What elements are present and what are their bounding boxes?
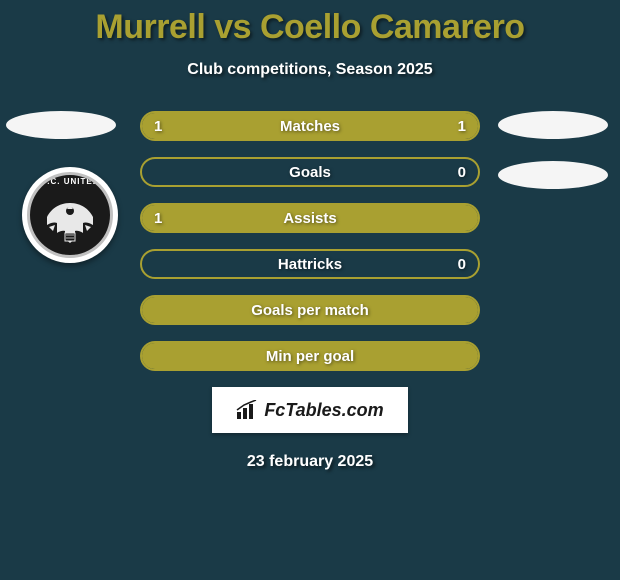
player-left-placeholder — [6, 111, 116, 139]
stat-label: Hattricks — [278, 256, 342, 273]
badge-inner-circle: D.C. UNITED — [27, 172, 113, 258]
stats-list: 1 Matches 1 Goals 0 1 Assists Hattricks 0 Goals p… — [140, 111, 480, 371]
page-title: Murrell vs Coello Camarero — [0, 0, 620, 47]
content-area: D.C. UNITED 1 Matches 1 Goals 0 1 Assists Hattr… — [0, 111, 620, 371]
stat-value-right: 1 — [458, 118, 466, 135]
subtitle: Club competitions, Season 2025 — [0, 61, 620, 79]
badge-outer-circle: D.C. UNITED — [22, 167, 118, 263]
stat-label: Matches — [280, 118, 340, 135]
source-logo: FcTables.com — [212, 387, 408, 433]
stat-label: Assists — [283, 210, 336, 227]
stat-row: Goals per match — [140, 295, 480, 325]
eagle-icon — [39, 195, 101, 247]
stat-row: 1 Assists — [140, 203, 480, 233]
logo-text: FcTables.com — [264, 400, 383, 421]
stat-label: Goals — [289, 164, 331, 181]
player-right-placeholder-1 — [498, 111, 608, 139]
date-label: 23 february 2025 — [0, 453, 620, 471]
stat-row: Goals 0 — [140, 157, 480, 187]
stat-row: 1 Matches 1 — [140, 111, 480, 141]
stat-row: Hattricks 0 — [140, 249, 480, 279]
stat-label: Goals per match — [251, 302, 369, 319]
stat-label: Min per goal — [266, 348, 354, 365]
stat-value-left: 1 — [154, 210, 162, 227]
stat-value-right: 0 — [458, 164, 466, 181]
stat-value-left: 1 — [154, 118, 162, 135]
badge-text: D.C. UNITED — [30, 177, 110, 186]
player-right-placeholder-2 — [498, 161, 608, 189]
chart-icon — [236, 400, 258, 420]
stat-row: Min per goal — [140, 341, 480, 371]
stat-value-right: 0 — [458, 256, 466, 273]
club-badge: D.C. UNITED — [22, 167, 118, 263]
